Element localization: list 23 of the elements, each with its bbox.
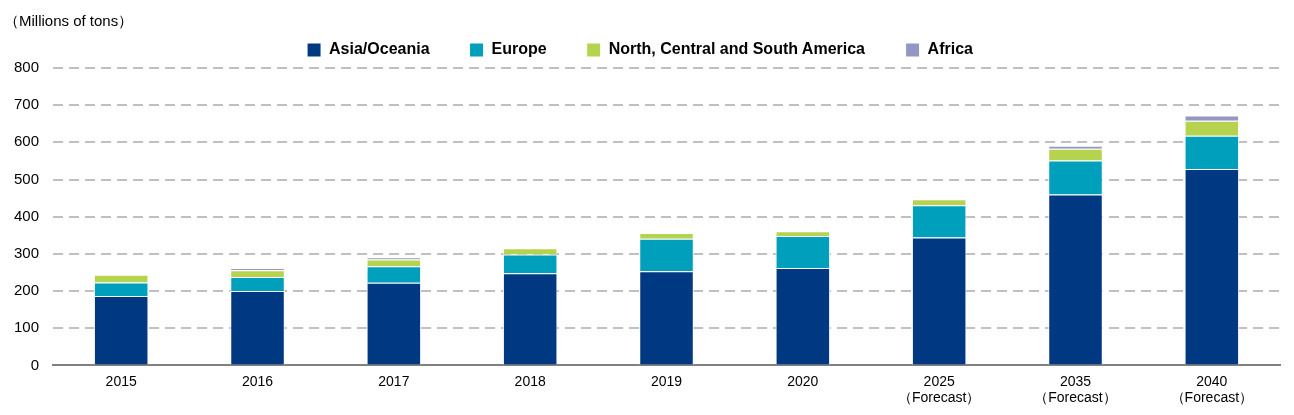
- y-tick-label: 500: [14, 169, 40, 187]
- y-tick-label: 100: [14, 318, 40, 336]
- x-tick-label: 2035 （Forecast）: [1034, 372, 1117, 406]
- legend-label: Africa: [927, 40, 974, 58]
- y-tick-label: 400: [14, 206, 40, 224]
- x-tick-label: 2019: [650, 372, 683, 389]
- y-tick-label: 300: [14, 244, 40, 262]
- x-tick-label: 2020: [787, 372, 819, 389]
- x-tick-label: 2040 （Forecast）: [1170, 372, 1254, 406]
- legend-label: Asia/Oceania: [329, 40, 430, 58]
- y-tick-label: 800: [14, 58, 40, 76]
- y-tick-label: 200: [14, 281, 40, 299]
- x-tick-label: 2015: [105, 372, 137, 389]
- y-tick-label: 700: [14, 95, 40, 113]
- legend-label: North, Central and South America: [608, 40, 866, 58]
- x-tick-label: 2017: [378, 372, 410, 389]
- x-tick-label: 2025 （Forecast）: [897, 372, 981, 406]
- x-tick-label: 2018: [514, 372, 546, 389]
- y-tick-label: 600: [14, 132, 40, 150]
- y-tick-label: 0: [30, 355, 40, 373]
- legend-label: Europe: [491, 40, 547, 58]
- x-tick-label: 2016: [241, 372, 274, 389]
- y-axis-title: （Millions of tons）: [4, 12, 134, 31]
